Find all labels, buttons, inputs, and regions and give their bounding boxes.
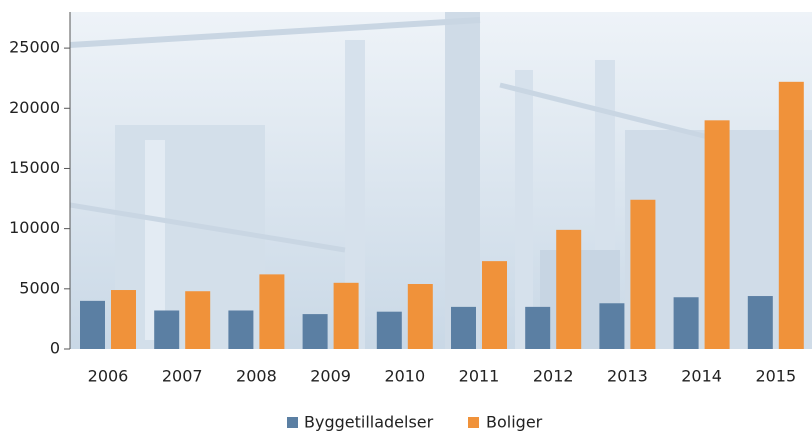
y-tick-label: 0 [50,339,60,358]
bar [525,307,550,349]
bar [674,297,699,349]
background-image [70,12,812,349]
bar [303,314,328,349]
legend-swatch [287,417,298,428]
y-tick-label: 25000 [9,38,60,57]
bar [630,200,655,349]
x-tick-label: 2012 [533,367,574,386]
legend: Byggetilladelser Boliger [287,413,543,432]
y-tick-label: 15000 [9,158,60,177]
bar [377,312,402,349]
bar [408,284,433,349]
bar [259,274,284,349]
y-tick-label: 20000 [9,98,60,117]
y-tick-label: 10000 [9,218,60,237]
x-tick-label: 2009 [310,367,351,386]
bar [748,296,773,349]
x-tick-label: 2010 [384,367,425,386]
legend-label: Byggetilladelser [304,413,434,432]
x-tick-label: 2011 [459,367,500,386]
x-tick-label: 2008 [236,367,277,386]
bar [779,82,804,349]
chart: 0 5000 10000 15000 20000 25000 2006 2007 2008 200… [0,0,812,436]
bar [80,301,105,349]
x-tick-label: 2006 [88,367,129,386]
legend-label: Boliger [486,413,543,432]
bar [185,291,210,349]
bar [556,230,581,349]
x-tick-label: 2007 [162,367,203,386]
bar [599,303,624,349]
bar [228,310,253,349]
y-tick-label: 5000 [19,278,60,297]
bar [334,283,359,349]
x-tick-label: 2015 [755,367,796,386]
bar [482,261,507,349]
legend-swatch [468,417,479,428]
bar [111,290,136,349]
bar [451,307,476,349]
bar [154,310,179,349]
x-tick-label: 2013 [607,367,648,386]
x-tick-label: 2014 [681,367,722,386]
bar [705,120,730,349]
